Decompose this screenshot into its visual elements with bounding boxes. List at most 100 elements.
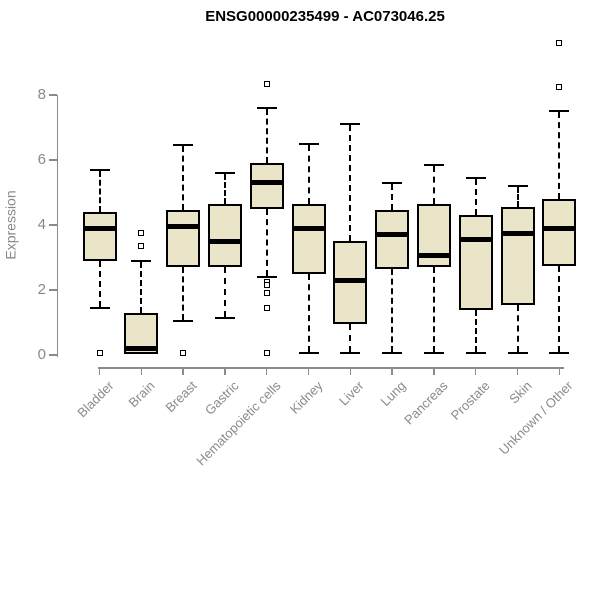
lower-whisker-bladder [98, 260, 101, 307]
upper-whisker-cap-brain [131, 259, 152, 262]
upper-whisker-cap-skin [507, 185, 528, 187]
y-axis-label-wrap: Expression [2, 95, 20, 355]
upper-whisker-cap-prostate [465, 176, 486, 179]
median-line-unknown-other [542, 225, 577, 231]
upper-whisker-breast [182, 146, 185, 211]
upper-whisker-liver [349, 125, 352, 242]
box-unknown-other [542, 199, 577, 266]
lower-whisker-pancreas [432, 267, 435, 353]
outlier-point-hematopoietic-cells [263, 282, 270, 289]
lower-whisker-cap-breast [173, 319, 194, 322]
upper-whisker-cap-lung [382, 181, 403, 184]
lower-whisker-cap-pancreas [423, 352, 444, 355]
x-axis-tick [558, 367, 561, 375]
box-lung [375, 210, 410, 269]
lower-whisker-prostate [474, 309, 477, 353]
x-axis-tick [433, 367, 435, 375]
y-tick-label: 8 [37, 86, 46, 103]
outlier-point-unknown-other [556, 83, 563, 90]
outlier-point-brain [138, 243, 145, 250]
outlier-point-hematopoietic-cells [263, 304, 270, 311]
lower-whisker-cap-kidney [298, 352, 319, 355]
median-line-hematopoietic-cells [249, 180, 284, 186]
box-breast [166, 210, 201, 268]
x-axis-tick [307, 367, 310, 375]
lower-whisker-cap-lung [382, 352, 403, 355]
lower-whisker-hematopoietic-cells [265, 208, 268, 276]
boxplot-chart: ENSG00000235499 - AC073046.25 Expression… [2, 8, 577, 469]
y-tick-label: 2 [37, 281, 46, 298]
upper-whisker-gastric [223, 174, 226, 204]
median-line-pancreas [416, 253, 451, 259]
median-line-gastric [207, 238, 242, 244]
lower-whisker-cap-hematopoietic-cells [256, 276, 277, 278]
upper-whisker-skin [516, 187, 519, 208]
outlier-point-hematopoietic-cells [263, 80, 270, 87]
box-prostate [458, 215, 493, 310]
y-tick-label: 0 [37, 346, 46, 363]
median-line-prostate [458, 237, 493, 243]
lower-whisker-liver [349, 324, 352, 353]
upper-whisker-brain [140, 261, 143, 313]
upper-whisker-cap-bladder [89, 168, 110, 171]
x-axis-tick [391, 367, 393, 375]
upper-whisker-cap-pancreas [423, 163, 444, 166]
lower-whisker-cap-unknown-other [549, 352, 570, 355]
upper-whisker-pancreas [432, 165, 435, 204]
x-axis-tick [265, 367, 268, 375]
outlier-point-bladder [96, 350, 103, 357]
upper-whisker-cap-liver [340, 123, 361, 126]
outlier-point-breast [180, 350, 187, 357]
upper-whisker-prostate [474, 178, 477, 216]
median-line-lung [375, 232, 410, 238]
x-axis-tick [516, 367, 519, 375]
upper-whisker-unknown-other [558, 112, 561, 199]
median-line-skin [500, 230, 535, 236]
y-axis-tick [49, 159, 57, 161]
outlier-point-hematopoietic-cells [263, 290, 270, 297]
lower-whisker-breast [182, 267, 185, 320]
y-axis-label: Expression [3, 190, 20, 260]
x-axis-line [97, 367, 565, 369]
lower-whisker-cap-gastric [214, 316, 235, 319]
lower-whisker-cap-liver [340, 352, 361, 355]
box-kidney [291, 203, 326, 274]
outlier-point-unknown-other [556, 40, 563, 46]
upper-whisker-cap-kidney [298, 142, 319, 145]
y-axis-tick [49, 224, 57, 226]
upper-whisker-lung [391, 183, 394, 211]
box-skin [500, 207, 535, 305]
x-axis-tick [182, 367, 184, 375]
upper-whisker-cap-gastric [214, 172, 235, 174]
box-hematopoietic-cells [249, 163, 284, 209]
x-axis-tick [98, 367, 101, 375]
median-line-liver [333, 277, 368, 283]
y-tick-label: 6 [37, 151, 46, 168]
box-bladder [82, 212, 117, 261]
upper-whisker-hematopoietic-cells [265, 109, 268, 164]
y-axis-line [56, 95, 58, 357]
lower-whisker-cap-skin [507, 352, 528, 355]
box-gastric [207, 203, 242, 268]
lower-whisker-lung [391, 268, 394, 353]
y-axis-tick [49, 354, 57, 356]
x-axis-tick [349, 367, 352, 375]
lower-whisker-gastric [223, 267, 226, 317]
upper-whisker-kidney [307, 144, 310, 204]
outlier-point-brain [138, 230, 145, 237]
chart-title: ENSG00000235499 - AC073046.25 [205, 8, 445, 25]
upper-whisker-cap-unknown-other [549, 110, 570, 113]
lower-whisker-cap-bladder [89, 306, 110, 309]
median-line-breast [166, 224, 201, 230]
x-axis-tick [474, 367, 477, 375]
lower-whisker-skin [516, 304, 519, 353]
lower-whisker-unknown-other [558, 265, 561, 353]
median-line-kidney [291, 225, 326, 231]
lower-whisker-cap-prostate [465, 352, 486, 355]
upper-whisker-cap-hematopoietic-cells [256, 107, 277, 109]
y-axis-tick [49, 94, 57, 96]
y-axis-tick [49, 289, 57, 291]
upper-whisker-bladder [98, 170, 101, 212]
x-axis-tick [140, 367, 143, 375]
median-line-brain [124, 346, 159, 351]
